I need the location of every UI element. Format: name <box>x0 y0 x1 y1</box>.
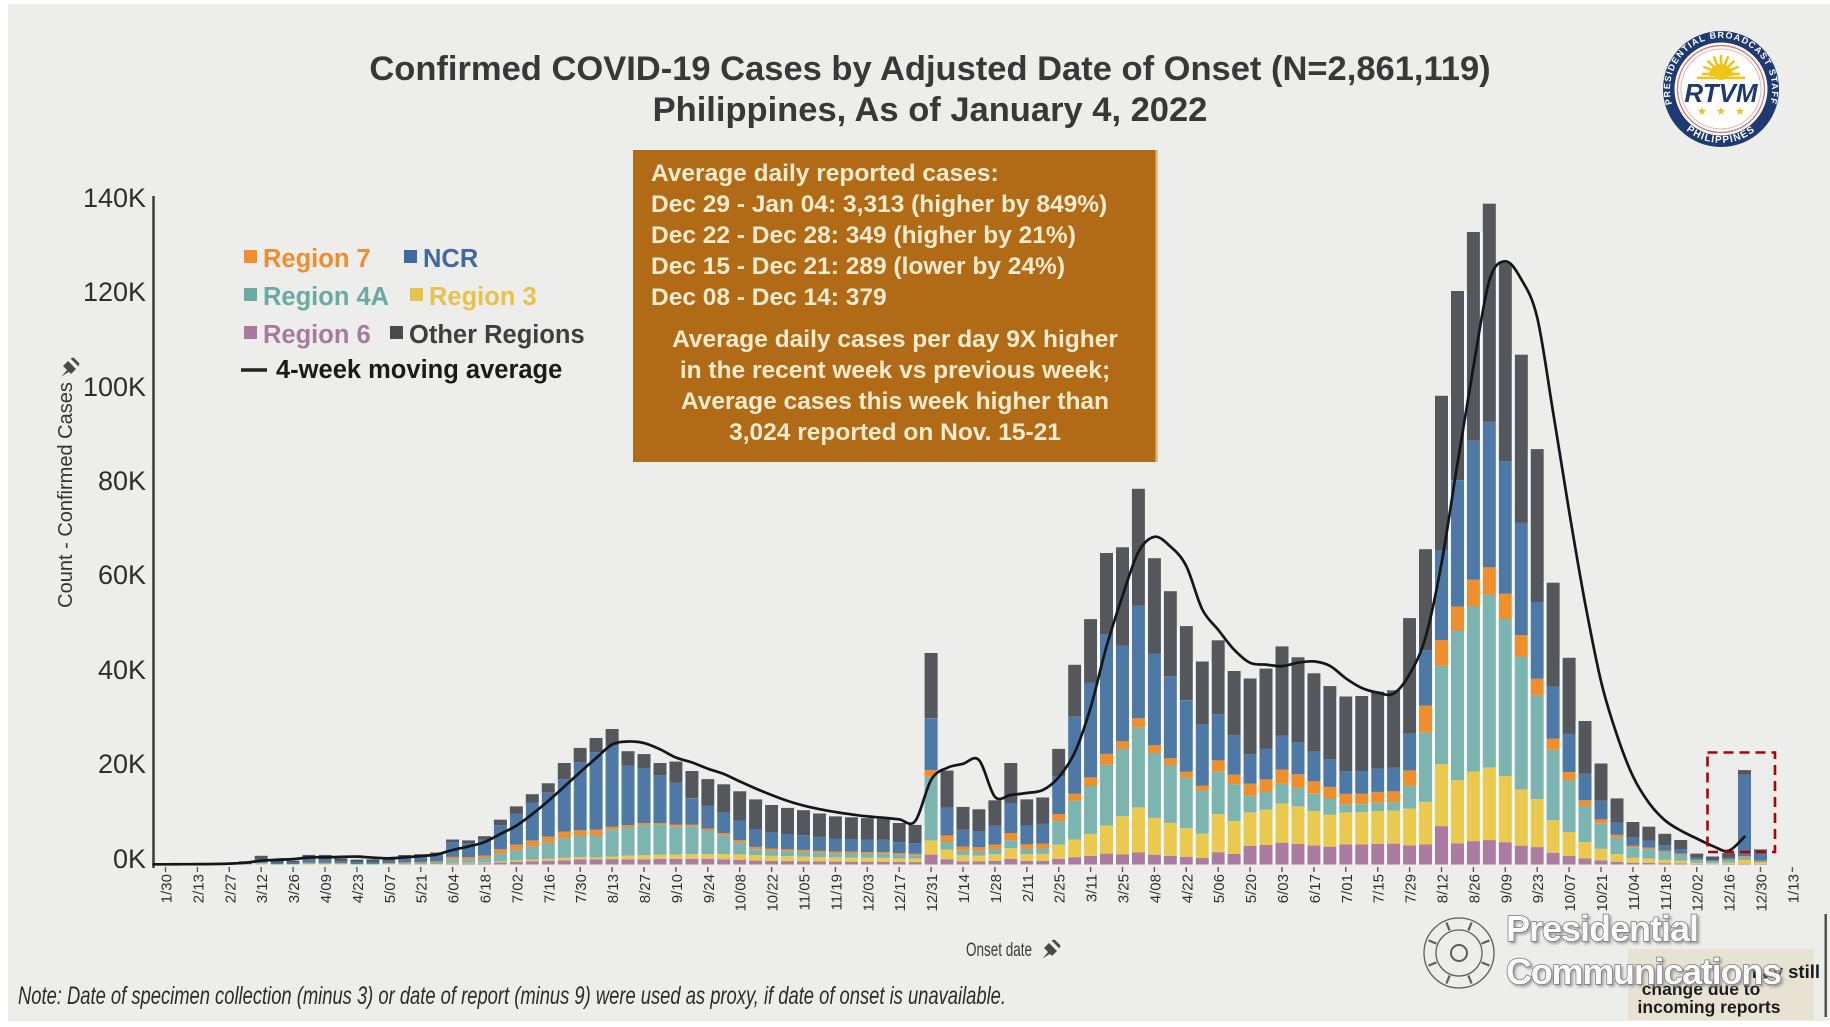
svg-text:5/20: 5/20 <box>1243 874 1260 903</box>
svg-text:12/30: 12/30 <box>1754 874 1771 912</box>
svg-text:40K: 40K <box>98 655 146 685</box>
svg-text:★: ★ <box>1697 106 1707 118</box>
svg-text:4/08: 4/08 <box>1147 874 1164 903</box>
svg-text:in the recent week vs previous: in the recent week vs previous week; <box>680 357 1110 384</box>
svg-text:7/30: 7/30 <box>573 874 590 903</box>
svg-text:1/28: 1/28 <box>988 874 1005 903</box>
svg-text:6/03: 6/03 <box>1275 874 1292 903</box>
svg-text:3/25: 3/25 <box>1116 874 1133 903</box>
svg-text:may still: may still <box>1746 961 1820 982</box>
svg-text:Region 4A: Region 4A <box>263 283 389 311</box>
svg-text:2/27: 2/27 <box>222 874 239 903</box>
svg-text:incoming reports: incoming reports <box>1638 997 1781 1017</box>
svg-text:9/23: 9/23 <box>1530 874 1547 903</box>
svg-text:1/30: 1/30 <box>159 874 176 903</box>
svg-text:6/17: 6/17 <box>1307 874 1324 903</box>
svg-text:Philippines, As of January 4,: Philippines, As of January 4, 2022 <box>653 91 1208 129</box>
svg-text:12/02: 12/02 <box>1690 874 1707 912</box>
svg-text:80K: 80K <box>98 466 146 496</box>
svg-text:2/25: 2/25 <box>1052 874 1069 903</box>
svg-text:change due to: change due to <box>1642 979 1761 999</box>
svg-text:Dec 22 - Dec 28: 349 (higher b: Dec 22 - Dec 28: 349 (higher by 21%) <box>651 222 1076 249</box>
svg-text:Note: Date of specimen collect: Note: Date of specimen collection (minus… <box>18 982 1006 1010</box>
svg-text:12/31: 12/31 <box>924 874 941 912</box>
svg-text:3,024 reported on Nov. 15-21: 3,024 reported on Nov. 15-21 <box>729 419 1061 446</box>
svg-text:8/13: 8/13 <box>605 874 622 903</box>
svg-text:2/13: 2/13 <box>190 874 207 903</box>
svg-text:Dec 29 - Jan 04: 3,313 (higher: Dec 29 - Jan 04: 3,313 (higher by 849%) <box>651 191 1107 218</box>
svg-text:4/23: 4/23 <box>350 874 367 903</box>
svg-text:Average daily cases per day 9X: Average daily cases per day 9X higher <box>672 326 1118 353</box>
svg-text:Average cases this week higher: Average cases this week higher than <box>681 388 1109 415</box>
svg-text:1/13: 1/13 <box>1785 874 1802 903</box>
svg-text:Dec 08 - Dec 14: 379: Dec 08 - Dec 14: 379 <box>651 284 887 311</box>
svg-text:11/05: 11/05 <box>797 874 814 910</box>
svg-text:Presidential: Presidential <box>1506 908 1699 949</box>
svg-text:10/21: 10/21 <box>1594 874 1611 912</box>
svg-text:RTVM: RTVM <box>1684 78 1759 108</box>
svg-text:3/26: 3/26 <box>286 874 303 903</box>
svg-text:10/07: 10/07 <box>1562 874 1579 912</box>
svg-text:2/11: 2/11 <box>1020 874 1037 902</box>
svg-text:9/24: 9/24 <box>701 874 718 903</box>
svg-text:60K: 60K <box>98 560 146 590</box>
svg-text:5/06: 5/06 <box>1211 874 1228 903</box>
svg-text:11/04: 11/04 <box>1626 874 1643 910</box>
svg-text:★: ★ <box>1735 106 1745 118</box>
svg-text:8/27: 8/27 <box>637 874 654 903</box>
svg-text:8/26: 8/26 <box>1466 874 1483 903</box>
svg-text:4-week moving average: 4-week moving average <box>276 356 562 384</box>
svg-text:7/01: 7/01 <box>1339 874 1356 903</box>
svg-text:12/17: 12/17 <box>892 874 909 912</box>
svg-text:Count - Confirmed Cases: Count - Confirmed Cases <box>55 382 77 608</box>
svg-text:Dec 15 - Dec 21: 289 (lower by: Dec 15 - Dec 21: 289 (lower by 24%) <box>651 253 1065 280</box>
svg-text:5/07: 5/07 <box>382 874 399 903</box>
svg-text:9/09: 9/09 <box>1498 874 1515 903</box>
svg-text:12/16: 12/16 <box>1722 874 1739 912</box>
svg-text:0K: 0K <box>113 844 146 874</box>
svg-text:1/14: 1/14 <box>956 874 973 903</box>
svg-text:★: ★ <box>1716 106 1726 118</box>
svg-text:12/03: 12/03 <box>860 874 877 912</box>
svg-text:Communications: Communications <box>1506 951 1782 992</box>
svg-text:100K: 100K <box>83 372 146 402</box>
svg-text:120K: 120K <box>83 277 146 307</box>
svg-text:4/09: 4/09 <box>318 874 335 903</box>
svg-text:9/10: 9/10 <box>669 874 686 903</box>
svg-text:Other Regions: Other Regions <box>409 321 585 349</box>
svg-text:Region 6: Region 6 <box>263 321 371 349</box>
svg-text:8/12: 8/12 <box>1435 874 1452 903</box>
svg-text:Confirmed COVID-19 Cases by Ad: Confirmed COVID-19 Cases by Adjusted Dat… <box>369 50 1490 88</box>
svg-text:4/22: 4/22 <box>1179 874 1196 903</box>
svg-text:7/02: 7/02 <box>509 874 526 903</box>
svg-text:140K: 140K <box>83 183 146 213</box>
svg-text:6/04: 6/04 <box>446 874 463 903</box>
svg-text:Onset date: Onset date <box>966 940 1032 961</box>
svg-text:3/12: 3/12 <box>254 874 271 903</box>
svg-text:20K: 20K <box>98 749 146 779</box>
svg-text:5/21: 5/21 <box>414 874 431 903</box>
svg-text:11/19: 11/19 <box>828 874 845 910</box>
svg-text:Average daily reported cases:: Average daily reported cases: <box>651 160 999 187</box>
svg-text:Region 7: Region 7 <box>263 245 371 273</box>
svg-text:7/16: 7/16 <box>541 874 558 903</box>
svg-text:7/15: 7/15 <box>1371 874 1388 903</box>
svg-text:3/11: 3/11 <box>1084 874 1101 902</box>
svg-text:7/29: 7/29 <box>1403 874 1420 903</box>
svg-text:11/18: 11/18 <box>1658 874 1675 910</box>
svg-text:6/18: 6/18 <box>478 874 495 903</box>
svg-text:NCR: NCR <box>423 245 478 273</box>
svg-text:Region 3: Region 3 <box>429 283 537 311</box>
svg-text:10/08: 10/08 <box>733 874 750 912</box>
svg-text:10/22: 10/22 <box>765 874 782 912</box>
